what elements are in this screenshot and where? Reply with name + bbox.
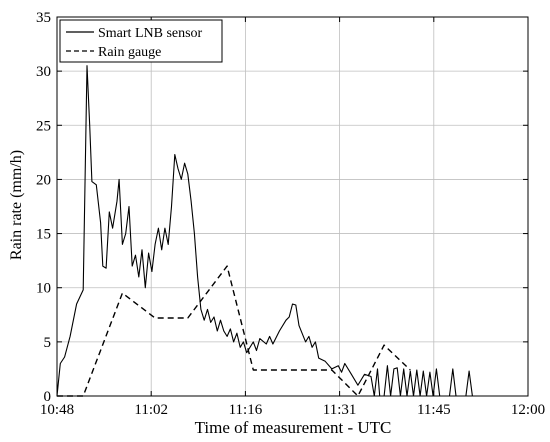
y-tick-label: 5 <box>44 335 52 351</box>
legend-label-smart-lnb: Smart LNB sensor <box>98 26 203 41</box>
legend: Smart LNB sensor Rain gauge <box>59 19 223 63</box>
x-tick-label: 11:31 <box>323 402 357 418</box>
x-tick-label: 11:02 <box>134 402 168 418</box>
x-tick-label: 11:16 <box>229 402 263 418</box>
y-tick-label: 35 <box>36 10 51 26</box>
series-lines <box>56 65 473 397</box>
series-line-rain-gauge <box>57 265 411 397</box>
y-tick-label: 20 <box>36 172 51 188</box>
plot-frame <box>56 16 529 397</box>
y-axis-label: Rain rate (mm/h) <box>8 150 25 260</box>
x-axis-label: Time of measurement - UTC <box>195 418 392 437</box>
axis-ticks: 0 5 10 15 20 25 30 35 10:48 11:02 11:16 11:31 11:45 1… <box>36 10 545 418</box>
x-tick-label: 10:48 <box>40 402 74 418</box>
grid-lines <box>57 17 528 396</box>
y-tick-label: 10 <box>36 281 51 297</box>
series-line-smart-lnb-sensor <box>56 65 473 397</box>
y-tick-label: 30 <box>36 64 51 80</box>
x-tick-label: 11:45 <box>417 402 451 418</box>
legend-box <box>59 19 223 63</box>
legend-label-rain-gauge: Rain gauge <box>98 45 161 60</box>
y-tick-label: 25 <box>36 118 51 134</box>
y-tick-label: 15 <box>36 227 51 243</box>
x-tick-label: 12:00 <box>511 402 545 418</box>
y-tick-label: 0 <box>44 389 52 405</box>
